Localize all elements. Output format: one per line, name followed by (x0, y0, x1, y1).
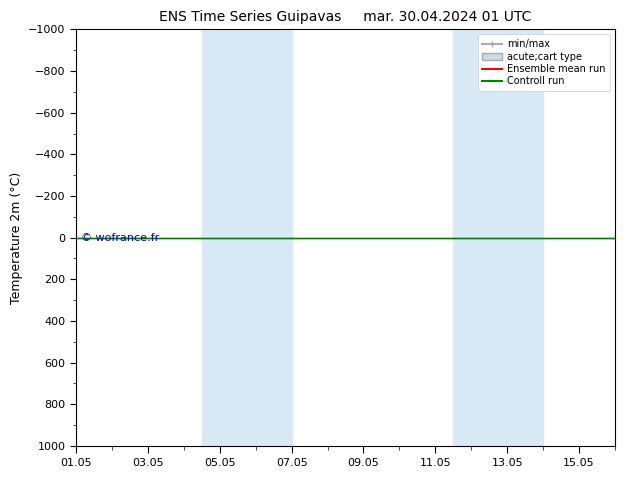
Y-axis label: Temperature 2m (°C): Temperature 2m (°C) (10, 172, 23, 304)
Text: © wofrance.fr: © wofrance.fr (81, 233, 160, 243)
Bar (238, 29, 292, 446)
Bar (453, 29, 489, 446)
Legend: min/max, acute;cart type, Ensemble mean run, Controll run: min/max, acute;cart type, Ensemble mean … (477, 34, 610, 91)
Title: ENS Time Series Guipavas     mar. 30.04.2024 01 UTC: ENS Time Series Guipavas mar. 30.04.2024… (159, 10, 532, 24)
Bar (202, 29, 238, 446)
Bar (489, 29, 543, 446)
